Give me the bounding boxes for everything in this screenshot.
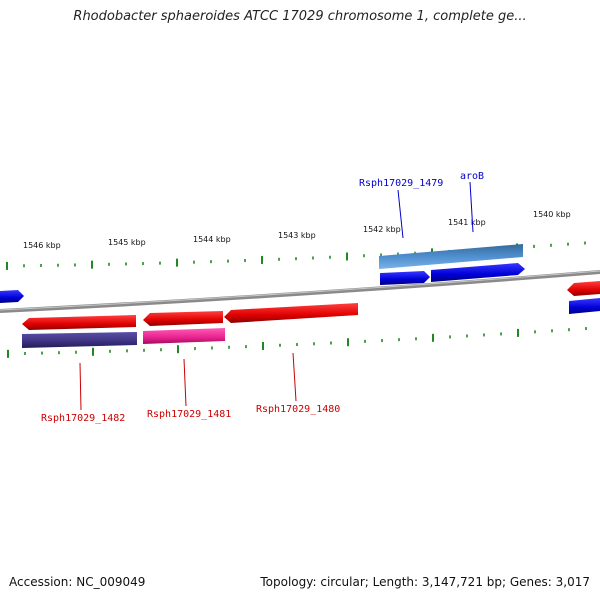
gene-arrow-right-reverse[interactable] [567, 281, 600, 296]
gene-arrow-rsph17029-1479[interactable] [380, 271, 430, 285]
cds-bar-light-blue[interactable] [379, 244, 523, 269]
leader-line [292, 352, 297, 402]
genome-backbone [0, 270, 600, 313]
gc-ticks [7, 327, 587, 358]
kbp-label: 1542 kbp [363, 225, 401, 234]
gene-label-rsph17029-1480[interactable]: Rsph17029_1480 [256, 404, 340, 415]
accession-text: Accession: NC_009049 [9, 575, 146, 589]
cds-bar-dark-blue[interactable] [22, 332, 137, 348]
gene-arrow-left-edge[interactable] [0, 290, 24, 303]
gene-arrow-rsph17029-1481[interactable] [143, 311, 223, 326]
gene-arrow-rsph17029-1480[interactable] [224, 303, 358, 323]
kbp-label: 1545 kbp [108, 238, 146, 247]
kbp-ruler-ticks [6, 241, 586, 270]
gene-arrow-right-edge[interactable] [569, 298, 600, 314]
kbp-label: 1541 kbp [448, 218, 486, 227]
leader-line [397, 189, 404, 239]
gene-arrow-arob[interactable] [431, 263, 525, 282]
gene-label-rsph17029-1482[interactable]: Rsph17029_1482 [41, 413, 125, 424]
leader-line [183, 358, 187, 407]
gene-label-rsph17029-1479[interactable]: Rsph17029_1479 [359, 178, 443, 189]
gene-label-arob[interactable]: aroB [460, 171, 484, 182]
cds-bar-pink[interactable] [143, 328, 225, 344]
kbp-label: 1544 kbp [193, 235, 231, 244]
kbp-label: 1540 kbp [533, 210, 571, 219]
kbp-label: 1546 kbp [23, 241, 61, 250]
gene-label-rsph17029-1481[interactable]: Rsph17029_1481 [147, 409, 231, 420]
leader-line [79, 362, 82, 411]
kbp-label: 1543 kbp [278, 231, 316, 240]
genome-stats-text: Topology: circular; Length: 3,147,721 bp… [260, 575, 590, 589]
leader-line [469, 181, 474, 233]
gene-arrow-rsph17029-1482[interactable] [22, 315, 136, 330]
map-title: Rhodobacter sphaeroides ATCC 17029 chrom… [73, 9, 527, 24]
